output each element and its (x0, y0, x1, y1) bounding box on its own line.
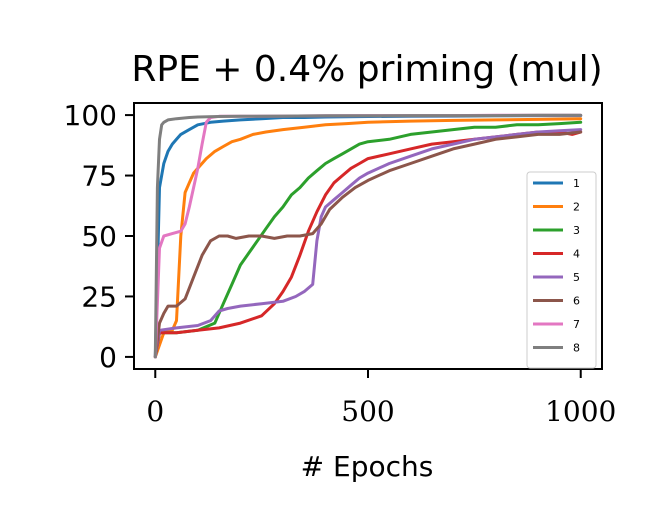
x-tick-label: 500 (341, 395, 394, 428)
legend-label-4: 4 (573, 248, 580, 261)
legend-label-5: 5 (573, 271, 580, 284)
legend-label-1: 1 (573, 177, 580, 190)
x-tick-label: 1000 (545, 395, 616, 428)
legend-box (526, 171, 597, 369)
x-axis-label: # Epochs (301, 450, 434, 483)
y-tick-label: 75 (81, 160, 117, 193)
legend-label-7: 7 (573, 318, 580, 331)
series-line-6 (153, 130, 583, 359)
chart-title: RPE + 0.4% priming (mul) (131, 49, 602, 90)
series-layer (153, 113, 583, 359)
y-tick-label: 25 (81, 280, 117, 313)
series-line-3 (153, 120, 583, 359)
series-line-8 (153, 113, 583, 359)
series-line-2 (153, 117, 583, 359)
legend-label-3: 3 (573, 224, 580, 237)
legend-label-2: 2 (573, 201, 580, 214)
series-line-5 (153, 128, 583, 359)
y-tick-label: 100 (64, 99, 117, 132)
y-tick-label: 0 (99, 341, 117, 374)
legend-label-6: 6 (573, 295, 580, 308)
y-tick-label: 50 (81, 220, 117, 253)
x-tick-label: 0 (146, 395, 164, 428)
legend-label-8: 8 (573, 342, 580, 355)
legend: 1 2 3 4 5 6 7 8 (526, 171, 597, 369)
series-line-4 (153, 130, 583, 359)
